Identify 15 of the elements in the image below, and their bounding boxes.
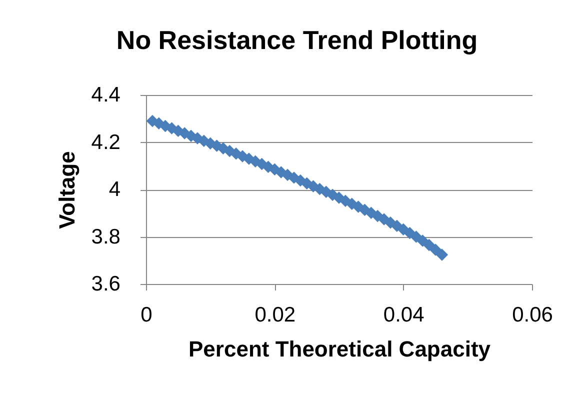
x-axis-title: Percent Theoretical Capacity	[188, 336, 492, 362]
chart-title: No Resistance Trend Plotting	[116, 25, 478, 55]
y-tick-label: 4.4	[91, 84, 121, 106]
y-axis-title: Voltage	[54, 151, 80, 229]
point	[422, 238, 436, 252]
y-tick-label: 4	[108, 178, 121, 201]
x-tick-label: 0.06	[512, 304, 553, 326]
point	[436, 248, 448, 261]
x-tick-label: 0	[140, 304, 152, 326]
x-tick-label: 0.04	[383, 304, 425, 326]
y-tick-label: 3.6	[91, 272, 120, 296]
y-tick-label: 4.2	[91, 130, 120, 154]
point	[429, 244, 442, 256]
y-tick-label: 3.8	[91, 225, 120, 248]
x-tick-label: 0.02	[254, 304, 296, 326]
